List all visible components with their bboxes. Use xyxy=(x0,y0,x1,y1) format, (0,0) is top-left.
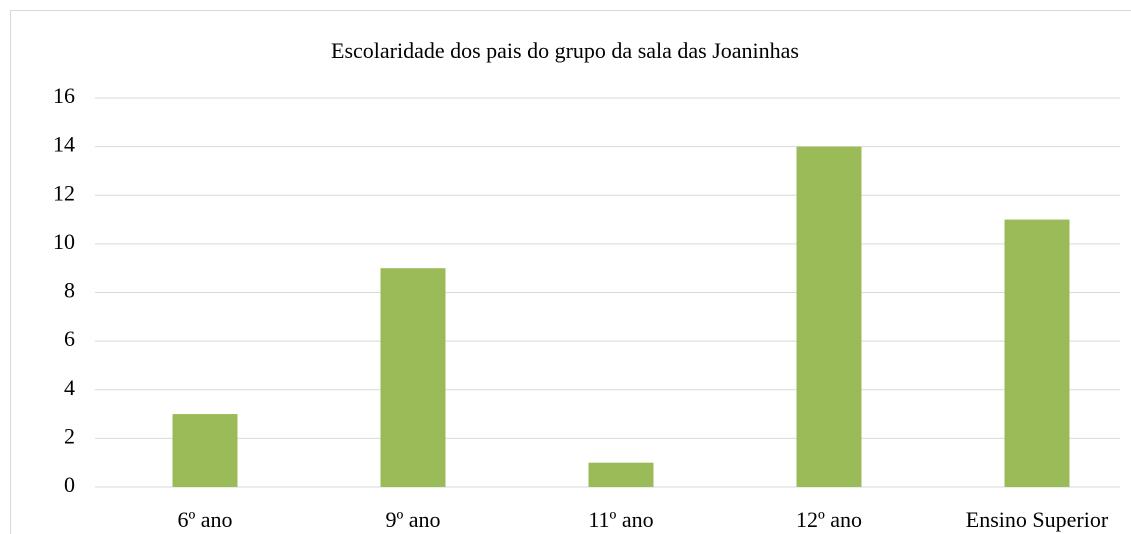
y-tick-label: 8 xyxy=(64,278,75,303)
x-tick-label: 12º ano xyxy=(796,507,862,532)
y-tick-label: 16 xyxy=(53,83,75,108)
y-tick-label: 6 xyxy=(64,326,75,351)
y-tick-label: 4 xyxy=(64,375,75,400)
bar xyxy=(172,414,238,487)
y-tick-label: 2 xyxy=(64,423,75,448)
x-tick-label: Ensino Superior xyxy=(966,507,1109,532)
chart-title: Escolaridade dos pais do grupo da sala d… xyxy=(331,38,799,63)
y-tick-label: 0 xyxy=(64,472,75,497)
x-tick-label: 9º ano xyxy=(385,507,440,532)
y-tick-label: 14 xyxy=(53,132,75,157)
bar xyxy=(380,268,446,487)
y-tick-label: 12 xyxy=(53,180,75,205)
bar xyxy=(796,146,862,487)
x-tick-label: 11º ano xyxy=(588,507,653,532)
bar xyxy=(588,462,654,487)
x-tick-label: 6º ano xyxy=(177,507,232,532)
y-tick-label: 10 xyxy=(53,229,75,254)
bar xyxy=(1004,219,1070,487)
